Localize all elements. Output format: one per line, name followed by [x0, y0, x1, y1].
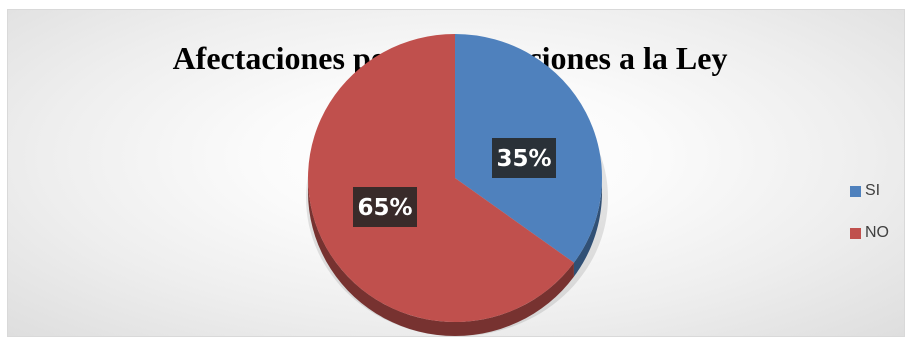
legend-item-si: SI: [850, 181, 889, 201]
legend-swatch-si: [850, 185, 861, 197]
legend-label-no: NO: [865, 224, 889, 241]
pie-chart: 35% 65%: [306, 34, 608, 336]
pie-side-si: [573, 178, 602, 277]
legend-swatch-no: [850, 227, 861, 239]
data-label-box: [353, 187, 417, 227]
pie-slice-no: [308, 34, 574, 322]
data-label-layer: 35% 65%: [353, 138, 556, 227]
data-label-no: 65%: [353, 187, 417, 227]
legend: SI NO: [850, 181, 889, 265]
chart-area: Afectaciones por modificaciones a la Ley…: [7, 9, 905, 337]
pie-layer: [306, 34, 608, 336]
data-label-si: 35%: [492, 138, 556, 178]
data-label-text: 35%: [496, 146, 551, 172]
legend-label-si: SI: [865, 182, 881, 199]
legend-item-no: NO: [850, 223, 889, 243]
data-label-text: 65%: [357, 195, 412, 221]
data-label-box: [492, 138, 556, 178]
